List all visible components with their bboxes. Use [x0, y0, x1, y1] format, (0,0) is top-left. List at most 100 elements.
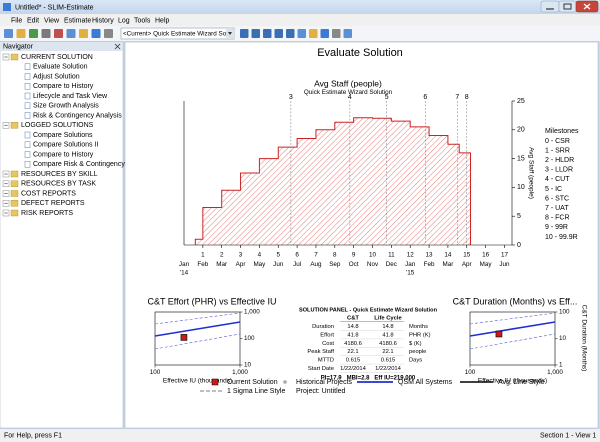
- panel-value: 14.8: [382, 324, 393, 330]
- menu-item[interactable]: Log: [118, 17, 130, 24]
- milestone-item: 9 - 99R: [545, 224, 568, 231]
- staff-bar: [315, 129, 335, 245]
- x-tick-label: 5: [276, 252, 280, 259]
- panel-value: 1/22/2014: [340, 366, 367, 372]
- legend-text: QSM All Systems: [398, 379, 453, 386]
- month-label: Mar: [216, 261, 227, 268]
- panel-value: 41.8: [382, 332, 393, 338]
- tree-group[interactable]: COST REPORTS: [21, 190, 76, 197]
- panel-title: SOLUTION PANEL - Quick Estimate Wizard S…: [299, 307, 438, 313]
- legend-text: Avg. Line Style: [498, 379, 545, 386]
- x-axis-label: Effective IU (thousands): [163, 378, 232, 385]
- y-tick-label: 1,000: [244, 309, 260, 316]
- menu-item[interactable]: Help: [155, 17, 170, 24]
- milestone-item: 0 - CSR: [545, 138, 570, 145]
- legend-text: Project: Untitled: [296, 388, 346, 395]
- tree-item[interactable]: Compare to History: [33, 83, 94, 90]
- month-label: Jan: [179, 261, 190, 268]
- tree-item[interactable]: Lifecycle and Task View: [33, 93, 108, 100]
- menu-item[interactable]: View: [44, 17, 60, 24]
- panel-unit: $ (K): [409, 341, 422, 347]
- y-tick-label: 100: [244, 335, 255, 342]
- status-left: For Help, press F1: [4, 432, 62, 439]
- toolbar-button[interactable]: [29, 29, 38, 38]
- month-label: Oct: [349, 261, 359, 268]
- toolbar-button[interactable]: [297, 29, 307, 38]
- toolbar-button[interactable]: [343, 29, 353, 38]
- maximize-button[interactable]: [558, 0, 577, 13]
- toolbar-button[interactable]: [104, 29, 113, 38]
- x-tick-label: 6: [295, 252, 299, 259]
- x-tick-label: 100: [150, 369, 161, 376]
- y-axis-label: C&T Duration (Months): [580, 305, 587, 372]
- toolbar-button[interactable]: [332, 29, 341, 38]
- tree-group[interactable]: RESOURCES BY SKILL: [21, 171, 98, 178]
- tree-item[interactable]: Evaluate Solution: [33, 64, 88, 71]
- menu-item[interactable]: File: [11, 17, 22, 24]
- month-label: Jul: [293, 261, 301, 268]
- toolbar-button[interactable]: [66, 29, 76, 38]
- folder-icon: [10, 170, 19, 178]
- milestone-item: 2 - HLDR: [545, 157, 574, 164]
- x-tick-label: 15: [463, 252, 471, 259]
- current-solution-point: [180, 334, 188, 341]
- tree-item[interactable]: Size Growth Analysis: [33, 103, 99, 110]
- tree-group[interactable]: CURRENT SOLUTION: [21, 54, 93, 61]
- chart-title: Avg Staff (people): [314, 78, 382, 88]
- milestone-item: 10 - 99.9R: [545, 234, 578, 241]
- tree-group[interactable]: RESOURCES BY TASK: [21, 181, 96, 188]
- toolbar-button[interactable]: [16, 29, 26, 38]
- mini-plot: [154, 311, 241, 366]
- navigator-panel: [0, 41, 124, 429]
- milestone-item: 5 - IC: [545, 186, 562, 193]
- tree-item[interactable]: Adjust Solution: [33, 73, 80, 80]
- toolbar-button[interactable]: [274, 29, 284, 38]
- page-icon: [24, 102, 31, 109]
- toolbar-button[interactable]: [263, 29, 272, 38]
- panel-row-label: Peak Staff: [307, 349, 334, 355]
- menu-item[interactable]: Estimate: [64, 17, 91, 24]
- chart-subtitle: Quick Estimate Wizard Solution: [304, 89, 393, 96]
- navigator-header: [0, 42, 123, 51]
- tree-group[interactable]: DEFECT REPORTS: [21, 200, 85, 207]
- panel-column: Life Cycle: [374, 316, 402, 322]
- toolbar-button[interactable]: [286, 29, 295, 38]
- tree-item[interactable]: Compare Risk & Contingency: [33, 161, 125, 168]
- toolbar-button[interactable]: [41, 29, 51, 38]
- toolbar-button[interactable]: [91, 29, 101, 38]
- toolbar-button[interactable]: [54, 29, 63, 38]
- y-axis-label: Avg Staff (people): [527, 147, 534, 199]
- menu-item[interactable]: History: [92, 17, 114, 24]
- tree-group[interactable]: RISK REPORTS: [21, 210, 73, 217]
- tree-group[interactable]: LOGGED SOLUTIONS: [21, 122, 94, 129]
- menu-item[interactable]: Edit: [27, 17, 39, 24]
- x-tick-label: 1,000: [232, 369, 248, 376]
- staff-bar: [334, 122, 354, 245]
- status-right: Section 1 - View 1: [540, 432, 596, 439]
- legend-text: Current Solution: [227, 379, 278, 386]
- minimize-button[interactable]: [540, 0, 560, 13]
- month-label: Feb: [424, 261, 435, 268]
- x-tick-label: 1,000: [547, 369, 563, 376]
- year-label: '15: [406, 270, 415, 277]
- toolbar-button[interactable]: [79, 29, 88, 38]
- staff-bar: [221, 190, 241, 245]
- toolbar-button[interactable]: [309, 29, 318, 38]
- toolbar-button[interactable]: [320, 29, 330, 38]
- tree-item[interactable]: Compare to History: [33, 151, 94, 158]
- toolbar-button[interactable]: [251, 29, 261, 38]
- panel-row-label: Duration: [312, 324, 334, 330]
- menu-item[interactable]: Tools: [134, 17, 151, 24]
- toolbar-button[interactable]: [240, 29, 249, 38]
- tree-item[interactable]: Risk & Contingency Analysis: [33, 112, 122, 119]
- navigator-close[interactable]: [114, 43, 121, 50]
- x-axis-label: Effective IU (thousands): [478, 378, 547, 385]
- toolbar-button[interactable]: [4, 29, 13, 38]
- current-solution-point: [495, 330, 503, 338]
- page-icon: [24, 83, 31, 90]
- tree-item[interactable]: Compare Solutions: [33, 132, 93, 139]
- tree-item[interactable]: Compare Solutions II: [33, 142, 98, 149]
- month-label: Apr: [462, 261, 472, 268]
- page-icon: [24, 112, 31, 119]
